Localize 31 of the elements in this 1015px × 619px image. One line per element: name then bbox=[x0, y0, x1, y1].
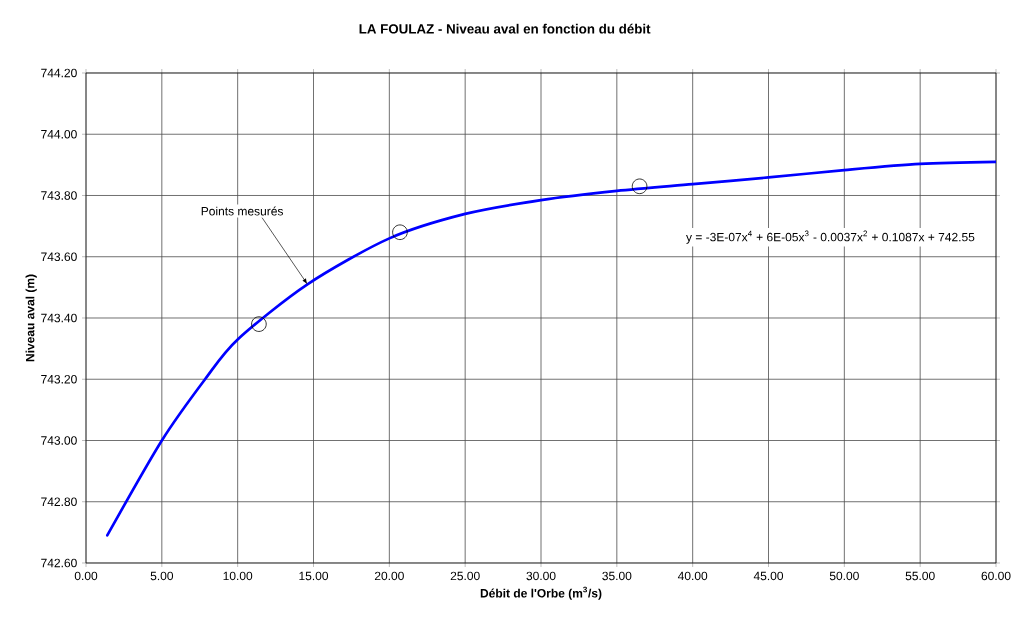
y-tick-label: 742.80 bbox=[41, 497, 77, 507]
x-tick-label: 30.00 bbox=[526, 571, 556, 581]
x-tick-label: 45.00 bbox=[753, 571, 784, 581]
x-tick-label: 55.00 bbox=[905, 571, 935, 581]
x-tick-label: 0.00 bbox=[74, 571, 98, 581]
point bbox=[392, 224, 408, 240]
x-tick-label: 60.00 bbox=[981, 571, 1011, 581]
x-tick-label: 15.00 bbox=[299, 571, 329, 581]
y-tick-label: 744.20 bbox=[41, 68, 77, 78]
x-tick-label: 10.00 bbox=[223, 571, 253, 581]
x-tick-label: 20.00 bbox=[374, 571, 404, 581]
chart-title: LA FOULAZ - Niveau aval en fonction du débit bbox=[359, 23, 651, 34]
x-tick-label: 40.00 bbox=[677, 571, 708, 581]
y-tick-label: 744.00 bbox=[41, 129, 77, 139]
x-tick-label: 35.00 bbox=[602, 571, 632, 581]
y-tick-label: 743.40 bbox=[41, 313, 77, 323]
y-tick-label: 742.60 bbox=[41, 558, 77, 568]
annotation: Points mesurés bbox=[201, 206, 283, 216]
y-tick-label: 743.80 bbox=[41, 191, 77, 200]
annotation: y = -3E-07x$^{4}$ + 6E-05x$^{3}$ - 0.0037x$^{2}$ + 0.1087x + 742.55 bbox=[686, 230, 975, 244]
y-axis-title: Niveau aval (m) bbox=[25, 274, 37, 362]
x-tick-label: 5.00 bbox=[150, 571, 174, 581]
x-axis-title: Débit de l'Orbe (m$^{3}$/s) bbox=[480, 586, 602, 600]
x-tick-label: 25.00 bbox=[450, 571, 480, 581]
point bbox=[251, 316, 267, 332]
line-series bbox=[105, 160, 997, 537]
y-tick-label: 743.60 bbox=[41, 252, 77, 261]
point bbox=[631, 178, 648, 195]
x-tick-label: 50.00 bbox=[829, 571, 859, 581]
y-tick-label: 743.20 bbox=[41, 374, 77, 384]
y-tick-label: 743.00 bbox=[41, 436, 77, 445]
